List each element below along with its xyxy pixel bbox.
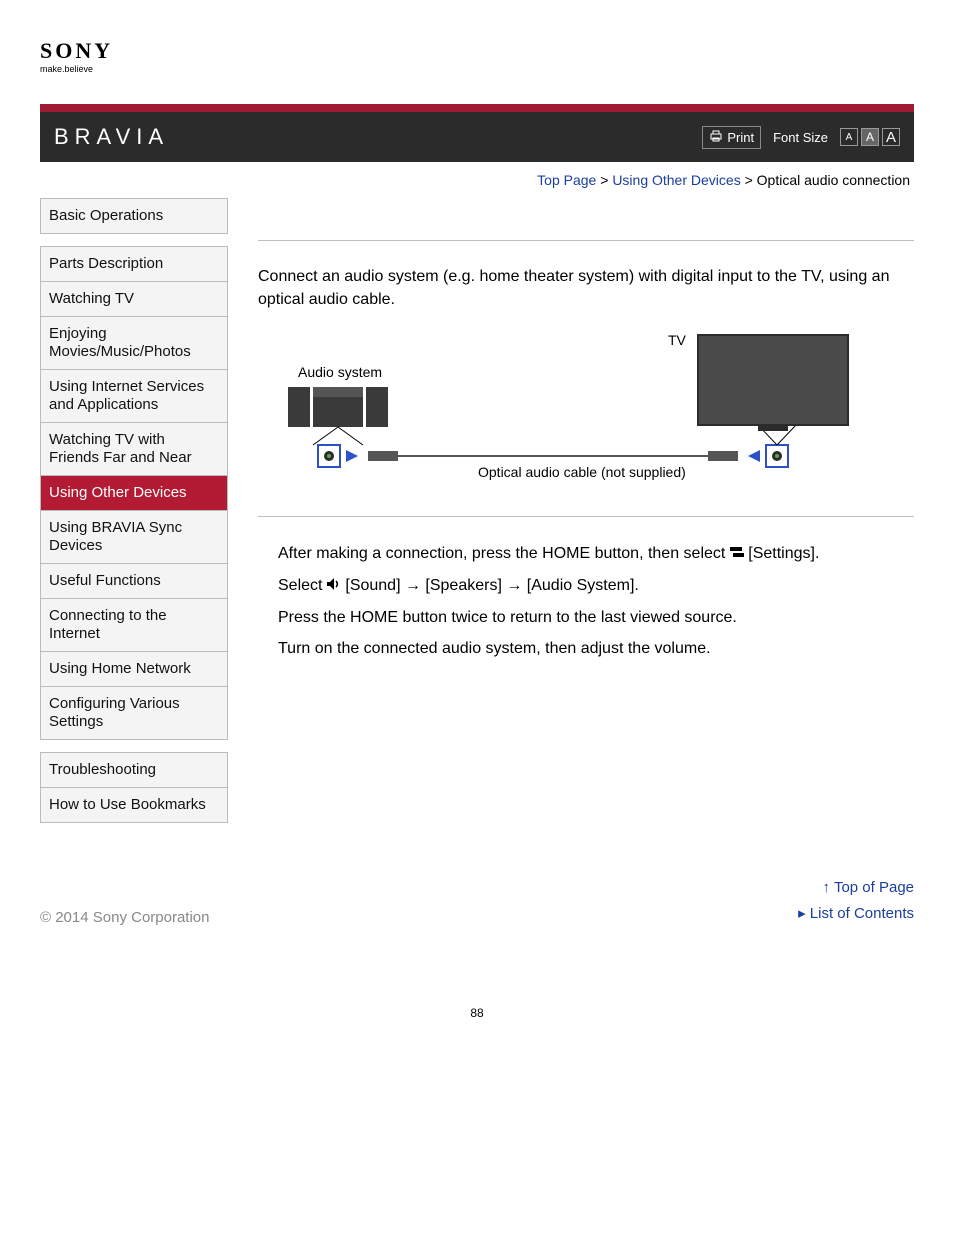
sidebar-item-troubleshooting[interactable]: Troubleshooting bbox=[41, 753, 227, 788]
breadcrumb: Top Page > Using Other Devices > Optical… bbox=[40, 162, 914, 198]
print-label: Print bbox=[727, 130, 754, 145]
sidebar-item-home-network[interactable]: Using Home Network bbox=[41, 652, 227, 687]
steps: After making a connection, press the HOM… bbox=[258, 541, 914, 661]
svg-text:Optical audio cable (not suppl: Optical audio cable (not supplied) bbox=[478, 464, 686, 480]
sidebar-item-watching-tv[interactable]: Watching TV bbox=[41, 282, 227, 317]
step-3: Press the HOME button twice to return to… bbox=[278, 605, 894, 631]
divider bbox=[258, 240, 914, 241]
sidebar-item-useful-functions[interactable]: Useful Functions bbox=[41, 564, 227, 599]
breadcrumb-current: Optical audio connection bbox=[757, 172, 910, 188]
nav-group-2: Parts Description Watching TV Enjoying M… bbox=[40, 246, 228, 740]
sidebar-item-basic-operations[interactable]: Basic Operations bbox=[41, 199, 227, 233]
list-of-contents-link[interactable]: ▸ List of Contents bbox=[798, 901, 914, 927]
top-of-page-link[interactable]: ↑ Top of Page bbox=[798, 875, 914, 901]
header-tools: Print Font Size A A A bbox=[702, 126, 900, 149]
nav-group-1: Basic Operations bbox=[40, 198, 228, 234]
header-bar: BRAVIA Print Font Size A A A bbox=[40, 112, 914, 162]
triangle-right-icon: ▸ bbox=[798, 905, 810, 922]
sidebar-item-enjoying-media[interactable]: Enjoying Movies/Music/Photos bbox=[41, 317, 227, 370]
sidebar-item-watching-friends[interactable]: Watching TV with Friends Far and Near bbox=[41, 423, 227, 476]
accent-bar bbox=[40, 104, 914, 112]
copyright: © 2014 Sony Corporation bbox=[40, 909, 210, 926]
sound-icon bbox=[327, 573, 341, 599]
font-size-label: Font Size bbox=[773, 130, 828, 145]
sidebar: Basic Operations Parts Description Watch… bbox=[40, 198, 228, 835]
brand-logo-area: SONY make.believe bbox=[40, 40, 914, 74]
footer: © 2014 Sony Corporation ↑ Top of Page ▸ … bbox=[40, 875, 914, 926]
divider bbox=[258, 516, 914, 517]
diagram-audio-label-svg: Audio system bbox=[298, 364, 382, 380]
svg-text:TV: TV bbox=[668, 332, 687, 348]
nav-group-3: Troubleshooting How to Use Bookmarks bbox=[40, 752, 228, 823]
sidebar-item-bravia-sync[interactable]: Using BRAVIA Sync Devices bbox=[41, 511, 227, 564]
sidebar-item-parts-description[interactable]: Parts Description bbox=[41, 247, 227, 282]
font-size-group: A A A bbox=[840, 128, 900, 146]
breadcrumb-mid[interactable]: Using Other Devices bbox=[612, 172, 740, 188]
font-size-small[interactable]: A bbox=[840, 128, 858, 146]
step-2: Select [Sound] → [Speakers] → [Audio Sys… bbox=[278, 573, 894, 599]
sidebar-item-bookmarks[interactable]: How to Use Bookmarks bbox=[41, 788, 227, 822]
breadcrumb-sep: > bbox=[745, 172, 753, 188]
font-size-large[interactable]: A bbox=[882, 128, 900, 146]
sidebar-item-connecting-internet[interactable]: Connecting to the Internet bbox=[41, 599, 227, 652]
print-icon bbox=[709, 129, 723, 146]
sidebar-item-internet-services[interactable]: Using Internet Services and Applications bbox=[41, 370, 227, 423]
up-arrow-icon: ↑ bbox=[823, 879, 834, 896]
settings-icon bbox=[730, 541, 744, 567]
tagline: make.believe bbox=[40, 64, 914, 74]
print-button[interactable]: Print bbox=[702, 126, 761, 149]
font-size-medium[interactable]: A bbox=[861, 128, 879, 146]
connection-diagram: Audio system bbox=[258, 327, 914, 492]
sony-logo: SONY bbox=[40, 40, 914, 62]
step-1: After making a connection, press the HOM… bbox=[278, 541, 894, 567]
bravia-logo: BRAVIA bbox=[54, 124, 169, 150]
breadcrumb-sep: > bbox=[600, 172, 608, 188]
intro-text: Connect an audio system (e.g. home theat… bbox=[258, 265, 914, 311]
main-content: Connect an audio system (e.g. home theat… bbox=[258, 198, 914, 668]
step-4: Turn on the connected audio system, then… bbox=[278, 636, 894, 662]
breadcrumb-top[interactable]: Top Page bbox=[537, 172, 596, 188]
page-number: 88 bbox=[40, 1006, 914, 1020]
sidebar-item-using-other-devices[interactable]: Using Other Devices bbox=[41, 476, 227, 511]
sidebar-item-configuring-settings[interactable]: Configuring Various Settings bbox=[41, 687, 227, 739]
